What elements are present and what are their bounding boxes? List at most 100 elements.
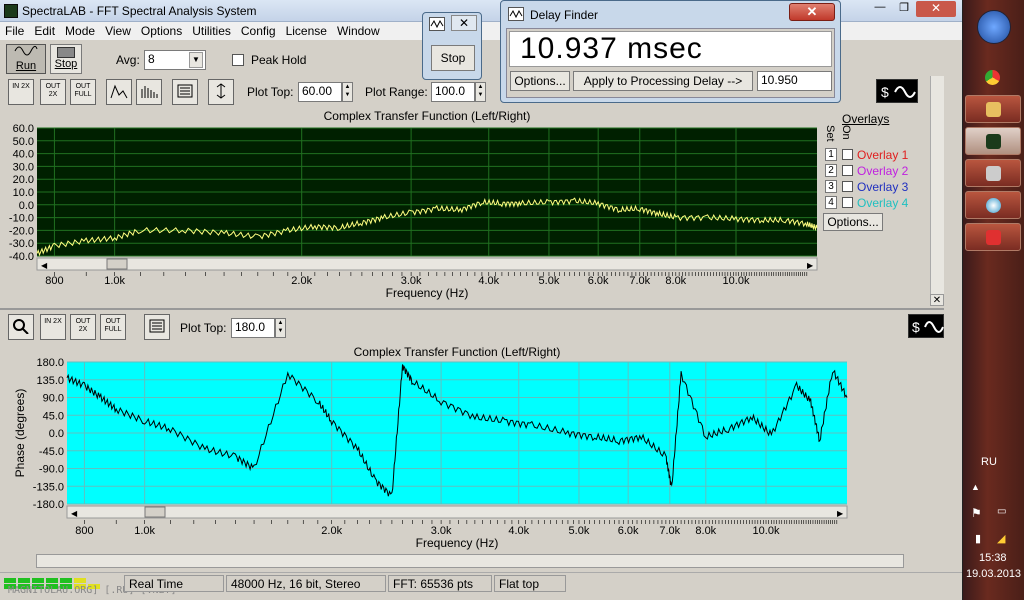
- menu-config[interactable]: Config: [240, 24, 276, 38]
- delay-finder-dialog: Delay Finder ✕ 10.937 msec Options... Ap…: [500, 0, 841, 103]
- bar-plot-icon[interactable]: [136, 79, 162, 105]
- run-button[interactable]: Run: [6, 44, 46, 74]
- list-view-icon[interactable]: [144, 314, 170, 340]
- chart-title: Complex Transfer Function (Left/Right): [354, 345, 561, 359]
- close-icon[interactable]: ✕: [451, 15, 477, 31]
- battery-icon[interactable]: ▮: [975, 533, 982, 545]
- plot2-top-input[interactable]: 180.0: [231, 318, 275, 338]
- overlay-label: Overlay 3: [857, 180, 909, 194]
- volume-icon[interactable]: ◢: [997, 533, 1006, 545]
- y-tick-label: 20.0: [13, 174, 34, 186]
- app-icon: [4, 4, 18, 18]
- scroll-right-icon[interactable]: ▶: [837, 509, 844, 518]
- menu-file[interactable]: File: [5, 24, 25, 38]
- overlay-set-button[interactable]: 4: [825, 196, 837, 209]
- start-orb-icon[interactable]: [977, 10, 1011, 44]
- plot1-vscroll[interactable]: [930, 76, 944, 294]
- y-tick-label: 90.0: [43, 393, 64, 405]
- menu-license[interactable]: License: [285, 24, 327, 38]
- chrome-icon: [985, 70, 1000, 85]
- scroll-left-icon[interactable]: ◀: [41, 261, 48, 270]
- overlay-checkbox[interactable]: [842, 181, 853, 192]
- x-tick-label: 4.0k: [478, 275, 499, 287]
- menu-window[interactable]: Window: [336, 24, 380, 38]
- chart-hscroll-thumb[interactable]: [144, 506, 166, 518]
- series-line: [66, 364, 848, 497]
- scroll-right-icon[interactable]: ▶: [807, 261, 814, 270]
- y-tick-label: 135.0: [36, 375, 64, 387]
- plot1-top-spinner[interactable]: ▲ ▼: [342, 82, 353, 102]
- list-view-icon[interactable]: [172, 79, 198, 105]
- language-indicator[interactable]: RU: [981, 456, 997, 468]
- scroll-left-icon[interactable]: ◀: [71, 509, 78, 518]
- on-label: On: [840, 125, 852, 140]
- x-tick-label: 6.0k: [588, 275, 609, 287]
- zoom-out-2x-icon[interactable]: OUT 2X: [40, 79, 66, 105]
- main-hscroll[interactable]: [36, 554, 904, 568]
- apply-delay-button[interactable]: Apply to Processing Delay -->: [573, 71, 753, 91]
- peak-hold-checkbox[interactable]: [232, 54, 244, 66]
- delay-value-input[interactable]: 10.950: [757, 71, 832, 91]
- status-fft: FFT: 65536 pts: [388, 575, 492, 592]
- plot2-top-label: Plot Top:: [180, 321, 227, 335]
- delay-options-button[interactable]: Options...: [510, 71, 570, 91]
- network-icon[interactable]: ▭: [997, 506, 1007, 517]
- plot1-range-input[interactable]: 100.0: [431, 82, 475, 102]
- flag-icon[interactable]: ⚑: [971, 506, 982, 520]
- close-icon[interactable]: ✕: [930, 294, 944, 306]
- scale-icon[interactable]: [208, 79, 234, 105]
- plot1-options-button[interactable]: Options...: [823, 213, 883, 231]
- chart-hscroll-thumb[interactable]: [106, 258, 128, 270]
- x-tick-label: 5.0k: [539, 275, 560, 287]
- menu-mode[interactable]: Mode: [65, 24, 96, 38]
- plot1-range-label: Plot Range:: [365, 85, 428, 99]
- search-icon[interactable]: [8, 314, 34, 340]
- close-icon[interactable]: ✕: [916, 1, 956, 17]
- overlay-label: Overlay 1: [857, 148, 909, 162]
- menu-utilities[interactable]: Utilities: [192, 24, 231, 38]
- zoom-out-full-icon[interactable]: OUT FULL: [100, 314, 126, 340]
- chart-hscroll[interactable]: [36, 257, 818, 271]
- y-tick-label: -20.0: [9, 225, 34, 237]
- minimize-icon[interactable]: —: [874, 1, 886, 13]
- overlay-checkbox[interactable]: [842, 197, 853, 208]
- chart-hscroll[interactable]: [66, 505, 848, 519]
- close-icon[interactable]: ✕: [789, 3, 835, 21]
- plot2-top-spinner[interactable]: ▲ ▼: [275, 318, 286, 338]
- taskbar-chrome[interactable]: [965, 64, 1021, 92]
- zoom-out-2x-icon[interactable]: OUT 2X: [70, 314, 96, 340]
- menu-edit[interactable]: Edit: [34, 24, 56, 38]
- stop-window-button[interactable]: Stop: [431, 45, 475, 71]
- overlay-set-button[interactable]: 1: [825, 148, 837, 161]
- watermark-text: MAGNITOLAU.ORG] [.RU] [.NET]: [8, 585, 177, 596]
- zoom-out-full-icon[interactable]: OUT FULL: [70, 79, 96, 105]
- stop-label: Stop: [54, 58, 78, 70]
- signal-generator-icon[interactable]: $: [908, 314, 944, 338]
- overlay-set-button[interactable]: 2: [825, 164, 837, 177]
- taskbar-audio[interactable]: [965, 159, 1021, 187]
- maximize-icon[interactable]: ❐: [899, 2, 909, 14]
- plot1-top-input[interactable]: 60.00: [298, 82, 342, 102]
- plot1-range-spinner[interactable]: ▲ ▼: [475, 82, 486, 102]
- y-tick-label: 60.0: [13, 123, 34, 135]
- x-tick-label: 10.0k: [723, 275, 750, 287]
- menu-view[interactable]: View: [105, 24, 131, 38]
- taskbar-spectralab[interactable]: [965, 127, 1021, 155]
- tray-expand-icon[interactable]: ▲: [971, 482, 980, 492]
- taskbar-app[interactable]: [965, 223, 1021, 251]
- stop-button[interactable]: Stop: [50, 44, 82, 74]
- overlay-checkbox[interactable]: [842, 149, 853, 160]
- x-axis-label: Frequency (Hz): [416, 536, 499, 550]
- line-plot-icon[interactable]: [106, 79, 132, 105]
- menu-options[interactable]: Options: [140, 24, 183, 38]
- overlay-checkbox[interactable]: [842, 165, 853, 176]
- set-label: Set: [824, 125, 836, 142]
- zoom-in-2x-icon[interactable]: IN 2X: [8, 79, 34, 105]
- taskbar-explorer[interactable]: [965, 95, 1021, 123]
- chevron-down-icon: ▼: [189, 52, 203, 68]
- signal-generator-icon[interactable]: $: [876, 79, 918, 103]
- zoom-in-2x-icon[interactable]: IN 2X: [40, 314, 66, 340]
- overlay-set-button[interactable]: 3: [825, 180, 837, 193]
- taskbar-paint[interactable]: [965, 191, 1021, 219]
- avg-select[interactable]: 8 ▼: [144, 50, 206, 70]
